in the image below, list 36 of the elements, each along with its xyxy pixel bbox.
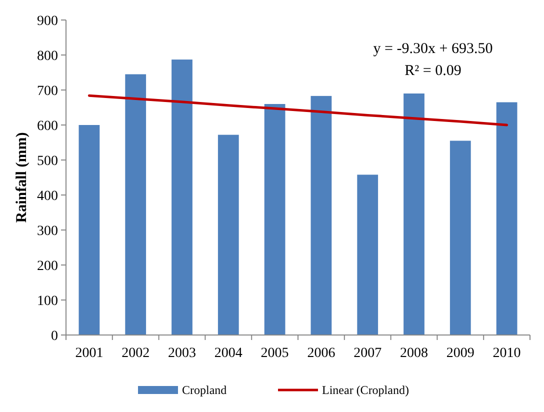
x-tick-label: 2003 [168, 346, 196, 361]
legend-label: Linear (Cropland) [322, 383, 409, 398]
annotation: y = -9.30x + 693.50 [373, 41, 493, 57]
x-tick-label: 2006 [307, 346, 336, 361]
bar [404, 94, 424, 335]
bar [357, 174, 378, 335]
y-tick-label: 900 [37, 14, 58, 29]
bar [78, 125, 100, 335]
y-tick-label: 0 [51, 328, 58, 344]
bar [310, 96, 332, 335]
x-tick-label: 2002 [122, 346, 150, 361]
bar [496, 102, 518, 335]
y-tick-label: 700 [37, 84, 58, 99]
x-tick-label: 2001 [75, 346, 104, 361]
y-tick-label: 100 [37, 294, 58, 309]
x-tick-label: 2004 [214, 346, 242, 361]
bar [125, 74, 146, 335]
y-tick-label: 300 [37, 224, 58, 239]
y-tick-label: 800 [37, 48, 58, 64]
legend-label: Cropland [182, 383, 227, 398]
y-axis-title: Rainfall (mm) [14, 132, 30, 223]
y-tick-label: 400 [37, 188, 58, 204]
y-tick-label: 500 [37, 154, 58, 169]
bar [172, 60, 192, 335]
x-tick-label: 2007 [354, 346, 382, 361]
x-tick-label: 2010 [492, 346, 521, 361]
bar [264, 104, 286, 335]
x-tick-label: 2008 [400, 346, 428, 361]
annotation: R² = 0.09 [404, 63, 462, 79]
bar [218, 134, 239, 335]
y-tick-label: 200 [37, 258, 58, 274]
x-tick-label: 2005 [260, 346, 289, 361]
line-series [88, 94, 508, 126]
x-tick-label: 2009 [446, 346, 474, 361]
bar [450, 140, 471, 335]
y-tick-label: 600 [37, 118, 58, 134]
